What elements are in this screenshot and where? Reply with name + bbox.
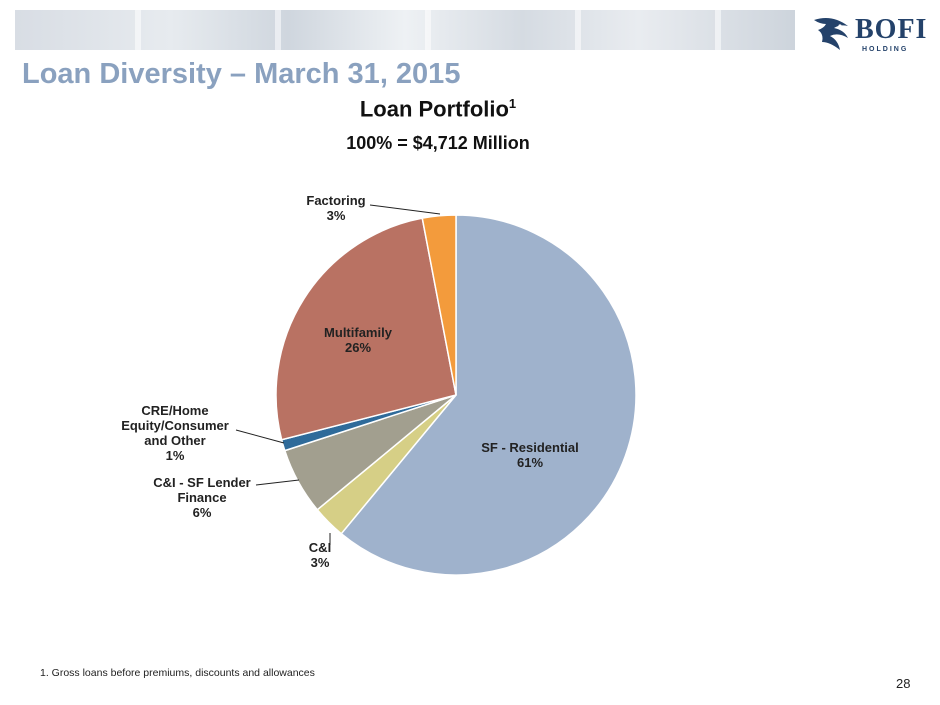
leader-line-2: [255, 479, 300, 486]
slice-label-5: Factoring 3%: [306, 193, 365, 223]
pie-slice-multifamily: [275, 217, 457, 441]
chart-subtitle: 100% = $4,712 Million: [346, 133, 530, 153]
chart-title-footnote-mark: 1: [508, 96, 517, 111]
slice-label-3: CRE/Home Equity/Consumer and Other 1%: [121, 403, 229, 463]
logo-text: BOFI: [855, 14, 928, 45]
header-banner: [15, 10, 795, 50]
page-title: Loan Diversity – March 31, 2015: [22, 58, 461, 90]
leader-line-5: [369, 204, 441, 215]
footnote: 1. Gross loans before premiums, discount…: [40, 667, 315, 679]
logo-subtext: HOLDING: [862, 46, 909, 53]
slice-label-4: Multifamily 26%: [324, 325, 393, 355]
chart-title: Loan Portfolio1: [0, 96, 876, 122]
chart-title-text: Loan Portfolio: [359, 96, 509, 122]
slice-label-0: SF - Residential 61%: [481, 440, 579, 470]
slice-label-1: C&I 3%: [309, 540, 331, 570]
page-number: 28: [896, 676, 911, 691]
leader-line-3: [235, 429, 285, 444]
pie-slice-factoring: [421, 214, 457, 396]
pie-slice-sf-residential: [340, 214, 637, 576]
company-logo: BOFI HOLDING: [810, 12, 928, 58]
slice-label-2: C&I - SF Lender Finance 6%: [153, 475, 251, 520]
eagle-icon: [814, 18, 848, 50]
